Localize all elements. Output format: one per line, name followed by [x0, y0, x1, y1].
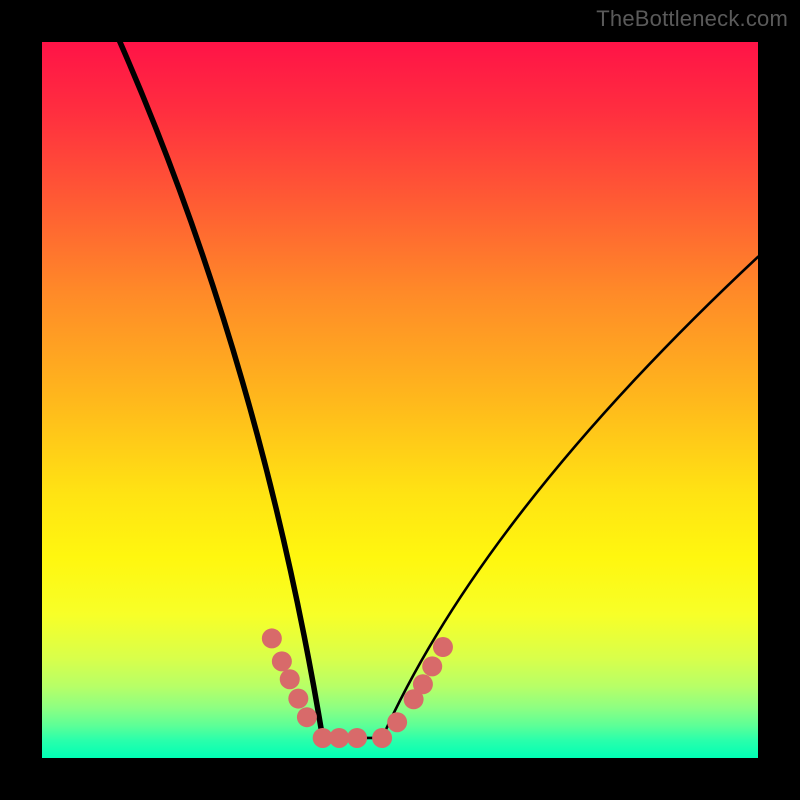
marker-dot [433, 637, 453, 657]
marker-dot [329, 728, 349, 748]
marker-dot [272, 651, 292, 671]
marker-dot [372, 728, 392, 748]
marker-dot [422, 656, 442, 676]
bottleneck-curve-chart [42, 42, 758, 758]
marker-dot [387, 712, 407, 732]
marker-dot [297, 707, 317, 727]
marker-dot [288, 689, 308, 709]
plot-area [42, 42, 758, 758]
marker-dot [347, 728, 367, 748]
marker-group [262, 628, 453, 748]
curve-group [101, 42, 758, 738]
curve-left-branch [101, 42, 323, 738]
curve-right-branch [323, 257, 758, 738]
marker-dot [262, 628, 282, 648]
marker-dot [280, 669, 300, 689]
marker-dot [413, 674, 433, 694]
watermark-text: TheBottleneck.com [596, 6, 788, 32]
